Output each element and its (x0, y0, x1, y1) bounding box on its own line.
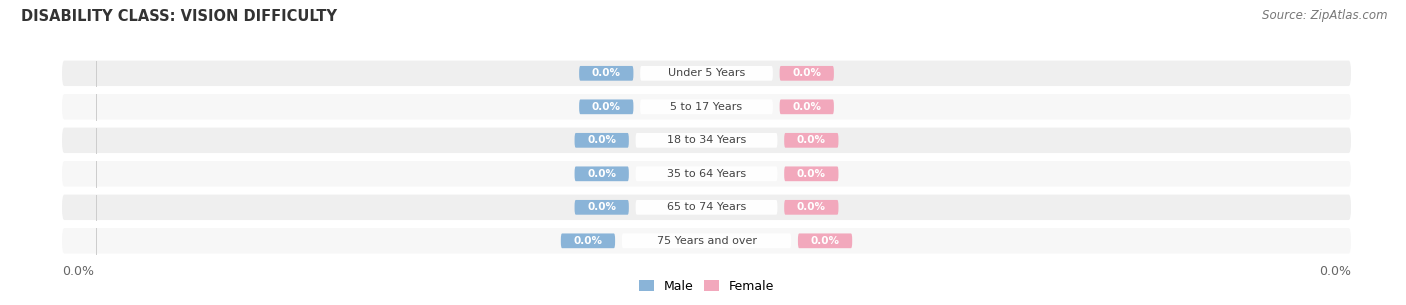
Text: 0.0%: 0.0% (592, 102, 621, 112)
FancyBboxPatch shape (636, 200, 778, 215)
FancyBboxPatch shape (785, 200, 838, 215)
FancyBboxPatch shape (621, 233, 792, 248)
Text: 0.0%: 0.0% (62, 265, 94, 278)
FancyBboxPatch shape (779, 99, 834, 114)
Text: 0.0%: 0.0% (797, 202, 825, 212)
FancyBboxPatch shape (785, 133, 838, 148)
FancyBboxPatch shape (636, 167, 778, 181)
FancyBboxPatch shape (636, 133, 778, 148)
FancyBboxPatch shape (62, 127, 1351, 153)
FancyBboxPatch shape (62, 195, 1351, 220)
FancyBboxPatch shape (779, 66, 834, 81)
Text: 18 to 34 Years: 18 to 34 Years (666, 135, 747, 145)
FancyBboxPatch shape (785, 167, 838, 181)
Text: Source: ZipAtlas.com: Source: ZipAtlas.com (1263, 9, 1388, 22)
FancyBboxPatch shape (62, 94, 1351, 120)
Text: 0.0%: 0.0% (811, 236, 839, 246)
FancyBboxPatch shape (62, 61, 1351, 86)
Text: 0.0%: 0.0% (588, 135, 616, 145)
Text: 35 to 64 Years: 35 to 64 Years (666, 169, 747, 179)
FancyBboxPatch shape (62, 228, 1351, 253)
FancyBboxPatch shape (799, 233, 852, 248)
Text: 0.0%: 0.0% (792, 68, 821, 78)
Text: DISABILITY CLASS: VISION DIFFICULTY: DISABILITY CLASS: VISION DIFFICULTY (21, 9, 337, 24)
FancyBboxPatch shape (575, 133, 628, 148)
Text: 0.0%: 0.0% (592, 68, 621, 78)
FancyBboxPatch shape (640, 99, 773, 114)
FancyBboxPatch shape (575, 200, 628, 215)
Text: 0.0%: 0.0% (797, 169, 825, 179)
FancyBboxPatch shape (579, 66, 634, 81)
Text: Under 5 Years: Under 5 Years (668, 68, 745, 78)
Text: 0.0%: 0.0% (574, 236, 602, 246)
Text: 75 Years and over: 75 Years and over (657, 236, 756, 246)
Text: 0.0%: 0.0% (1319, 265, 1351, 278)
Text: 0.0%: 0.0% (588, 202, 616, 212)
FancyBboxPatch shape (575, 167, 628, 181)
FancyBboxPatch shape (62, 161, 1351, 187)
Legend: Male, Female: Male, Female (634, 275, 779, 298)
FancyBboxPatch shape (640, 66, 773, 81)
FancyBboxPatch shape (579, 99, 634, 114)
Text: 0.0%: 0.0% (588, 169, 616, 179)
FancyBboxPatch shape (561, 233, 614, 248)
Text: 5 to 17 Years: 5 to 17 Years (671, 102, 742, 112)
Text: 0.0%: 0.0% (792, 102, 821, 112)
Text: 0.0%: 0.0% (797, 135, 825, 145)
Text: 65 to 74 Years: 65 to 74 Years (666, 202, 747, 212)
